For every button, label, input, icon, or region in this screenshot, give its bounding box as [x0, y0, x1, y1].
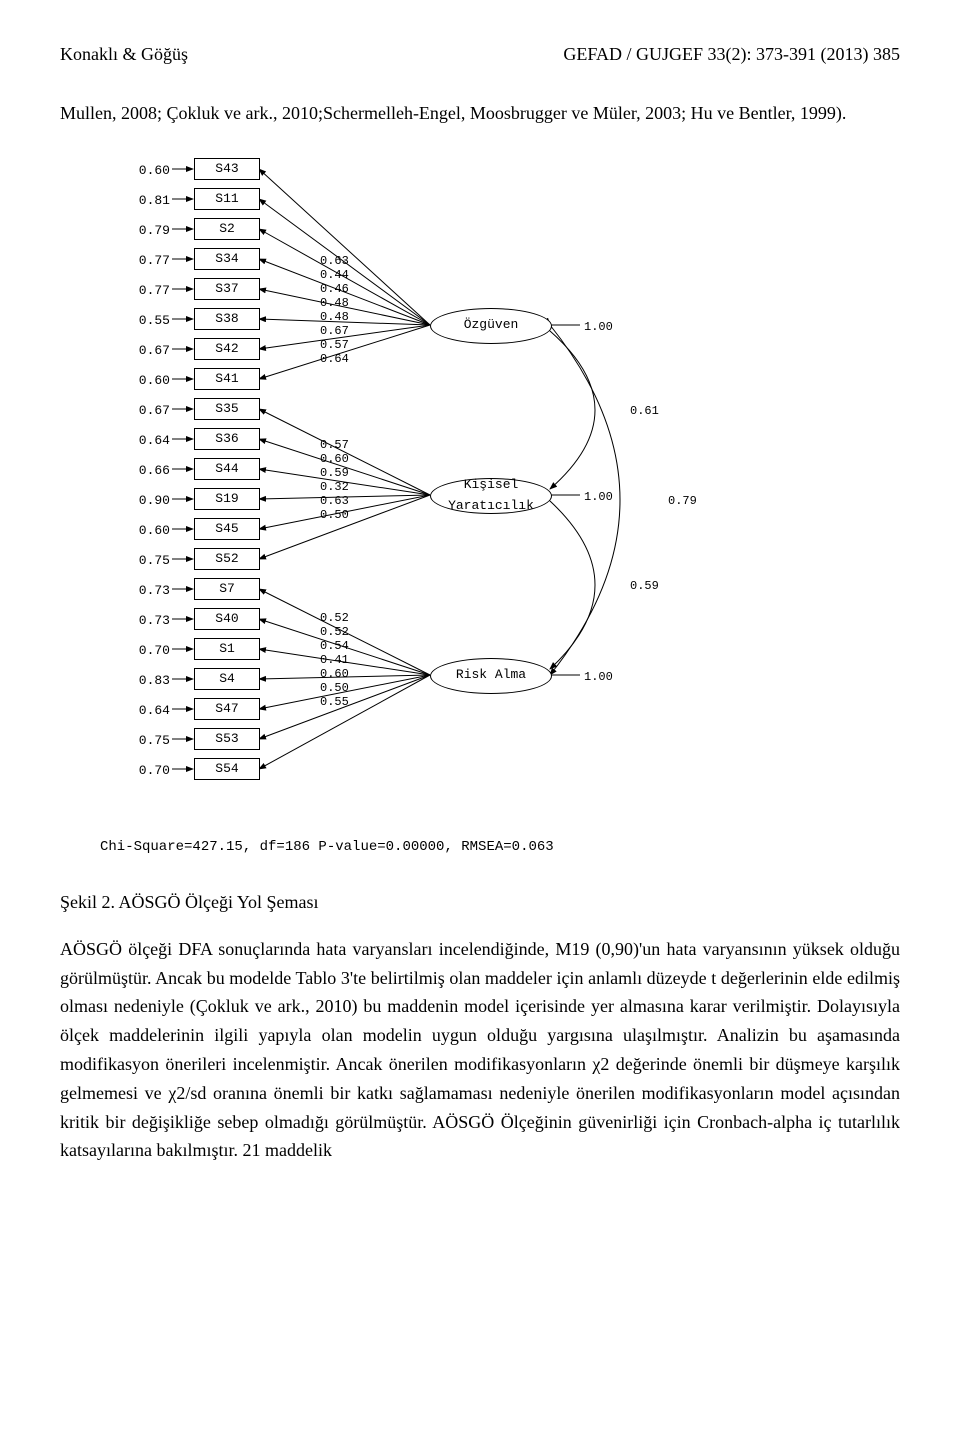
indicator-box: S42 [194, 338, 260, 360]
indicator-box: S53 [194, 728, 260, 750]
error-variance: 0.73 [120, 611, 170, 632]
error-variance: 0.81 [120, 191, 170, 212]
correlation-value: 0.59 [630, 577, 659, 596]
error-variance: 0.55 [120, 311, 170, 332]
indicator-box: S36 [194, 428, 260, 450]
indicator-box: S43 [194, 158, 260, 180]
path-diagram: 0.60 S43 0.81 S11 0.79 S2 0.77 S34 0.77 S37 0.55 S3… [120, 148, 740, 828]
indicator-box: S2 [194, 218, 260, 240]
error-variance: 0.70 [120, 761, 170, 782]
body-paragraph: AÖSGÖ ölçeği DFA sonuçlarında hata varya… [60, 935, 900, 1165]
factor-variance: 1.00 [584, 318, 613, 337]
loading-value: 0.50 [320, 506, 349, 525]
error-variance: 0.77 [120, 251, 170, 272]
fit-statistics: Chi-Square=427.15, df=186 P-value=0.0000… [100, 836, 900, 858]
error-variance: 0.67 [120, 341, 170, 362]
factor-variance: 1.00 [584, 668, 613, 687]
indicator-box: S19 [194, 488, 260, 510]
indicator-box: S4 [194, 668, 260, 690]
correlation-value: 0.61 [630, 402, 659, 421]
indicator-box: S41 [194, 368, 260, 390]
indicator-box: S37 [194, 278, 260, 300]
error-variance: 0.83 [120, 671, 170, 692]
indicator-box: S54 [194, 758, 260, 780]
error-variance: 0.64 [120, 701, 170, 722]
loading-value: 0.64 [320, 350, 349, 369]
error-variance: 0.66 [120, 461, 170, 482]
indicator-box: S38 [194, 308, 260, 330]
header-right: GEFAD / GUJGEF 33(2): 373-391 (2013) 385 [563, 40, 900, 69]
figure-caption: Şekil 2. AÖSGÖ Ölçeği Yol Şeması [60, 888, 900, 917]
error-variance: 0.67 [120, 401, 170, 422]
header-left: Konaklı & Göğüş [60, 40, 188, 69]
indicator-box: S1 [194, 638, 260, 660]
error-variance: 0.60 [120, 161, 170, 182]
error-variance: 0.60 [120, 371, 170, 392]
intro-paragraph: Mullen, 2008; Çokluk ve ark., 2010;Scher… [60, 99, 900, 128]
error-variance: 0.60 [120, 521, 170, 542]
error-variance: 0.70 [120, 641, 170, 662]
error-variance: 0.77 [120, 281, 170, 302]
factor-variance: 1.00 [584, 488, 613, 507]
error-variance: 0.75 [120, 731, 170, 752]
latent-factor: Risk Alma [430, 658, 552, 694]
latent-factor: Kişisel Yaratıcılık [430, 478, 552, 514]
indicator-box: S34 [194, 248, 260, 270]
error-variance: 0.75 [120, 551, 170, 572]
indicator-box: S11 [194, 188, 260, 210]
error-variance: 0.64 [120, 431, 170, 452]
error-variance: 0.79 [120, 221, 170, 242]
indicator-box: S52 [194, 548, 260, 570]
error-variance: 0.90 [120, 491, 170, 512]
indicator-box: S44 [194, 458, 260, 480]
loading-value: 0.55 [320, 693, 349, 712]
indicator-box: S35 [194, 398, 260, 420]
latent-factor: Özgüven [430, 308, 552, 344]
error-variance: 0.73 [120, 581, 170, 602]
correlation-value: 0.79 [668, 492, 697, 511]
indicator-box: S45 [194, 518, 260, 540]
indicator-box: S7 [194, 578, 260, 600]
indicator-box: S47 [194, 698, 260, 720]
indicator-box: S40 [194, 608, 260, 630]
